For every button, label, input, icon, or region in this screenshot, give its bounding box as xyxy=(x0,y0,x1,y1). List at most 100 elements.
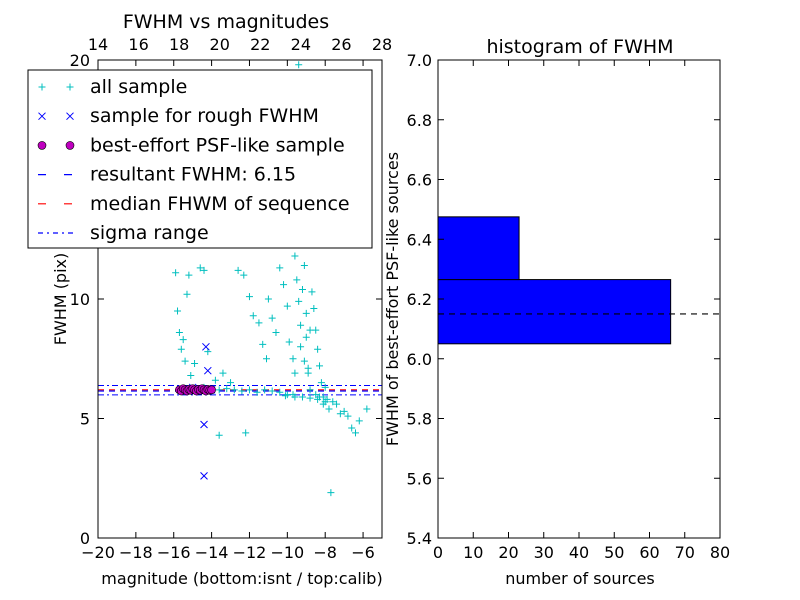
all-sample-point xyxy=(363,405,371,413)
legend-entry: sample for rough FWHM xyxy=(38,105,319,127)
legend-entry: median FHWM of sequence xyxy=(38,193,350,215)
all-sample-point xyxy=(276,264,284,272)
all-sample-point xyxy=(215,431,223,439)
all-sample-point xyxy=(302,309,310,317)
all-sample-point xyxy=(238,387,246,395)
histogram-bars xyxy=(437,216,672,345)
all-sample-point xyxy=(285,338,293,346)
histogram-bar xyxy=(437,279,672,345)
legend-dot-marker xyxy=(37,141,47,150)
all-sample-point xyxy=(196,264,204,272)
all-sample-point xyxy=(321,383,329,391)
all-sample-point xyxy=(291,393,299,401)
histogram-bar xyxy=(437,216,520,281)
all-sample-point xyxy=(321,398,329,406)
all-sample-point xyxy=(174,307,182,315)
histogram-y-ticks: 5.4 5.6 5.8 6.0 6.2 6.4 6.6 6.8 7.0 xyxy=(407,51,720,548)
x-tick-label: −8 xyxy=(313,543,337,562)
all-sample-point xyxy=(234,266,242,274)
legend-label: best-effort PSF-like sample xyxy=(90,134,345,156)
all-sample-point xyxy=(249,312,257,320)
legend-label: sample for rough FWHM xyxy=(90,105,319,127)
rough-sample-point xyxy=(203,366,212,375)
histogram-x-ticks: 0 10 20 30 40 50 60 70 80 xyxy=(433,60,730,562)
top-x-tick-label: 14 xyxy=(88,35,108,54)
top-x-tick-label: 24 xyxy=(291,35,311,54)
y-tick-label: 0 xyxy=(80,529,90,548)
all-sample-point xyxy=(344,412,352,420)
all-sample-point xyxy=(261,386,269,394)
all-sample-point xyxy=(227,379,235,387)
all-sample-point xyxy=(245,386,253,394)
scatter-top-x-ticks: 14 16 18 20 22 24 26 28 xyxy=(88,35,392,54)
all-sample-point xyxy=(187,371,195,379)
all-sample-point xyxy=(268,387,276,395)
legend-label: resultant FWHM: 6.15 xyxy=(90,164,296,186)
all-sample-point xyxy=(297,321,305,329)
rough-sample-point xyxy=(202,342,210,351)
all-sample-point xyxy=(211,376,219,384)
histogram-title: histogram of FWHM xyxy=(486,36,673,58)
x-tick-label: 10 xyxy=(463,543,483,562)
all-sample-point xyxy=(181,357,189,365)
all-sample-point xyxy=(175,328,183,336)
histogram-x-label: number of sources xyxy=(505,569,655,588)
all-sample-point xyxy=(242,429,250,437)
y-tick-label: 6.4 xyxy=(407,230,432,249)
scatter-x-label: magnitude (bottom:isnt / top:calib) xyxy=(101,569,382,588)
all-sample-point xyxy=(306,386,314,394)
y-tick-label: 5.6 xyxy=(407,469,432,488)
all-sample-point xyxy=(306,394,314,402)
legend-label: median FHWM of sequence xyxy=(90,193,350,215)
histogram-panel: 0 10 20 30 40 50 60 70 80 5.4 5.6 5.8 6.0 6.2 6.4 6.6 6… xyxy=(383,36,730,588)
x-tick-label: 50 xyxy=(604,543,624,562)
all-sample-point xyxy=(295,61,303,69)
all-sample-point xyxy=(314,395,322,403)
all-sample-point xyxy=(268,314,276,322)
x-tick-label: −18 xyxy=(119,543,153,562)
scatter-x-ticks: −20 −18 −16 −14 −12 −10 −8 −6 xyxy=(81,60,375,562)
scatter-legend: all sample sample for rough FWHM best-effo… xyxy=(27,69,373,249)
legend-label: sigma range xyxy=(90,222,209,244)
x-tick-label: 60 xyxy=(639,543,659,562)
legend-x-marker xyxy=(38,112,46,121)
x-tick-label: 20 xyxy=(498,543,518,562)
top-x-tick-label: 16 xyxy=(128,35,148,54)
x-tick-label: 80 xyxy=(710,543,730,562)
x-tick-label: −12 xyxy=(233,543,267,562)
legend-box xyxy=(27,69,373,249)
y-tick-label: 7.0 xyxy=(407,51,432,70)
y-tick-label: 6.2 xyxy=(407,290,432,309)
x-tick-label: −6 xyxy=(351,543,375,562)
all-sample-point xyxy=(283,391,291,399)
x-tick-label: 70 xyxy=(675,543,695,562)
all-sample-point xyxy=(219,369,227,377)
all-sample-point xyxy=(308,288,316,296)
all-sample-point xyxy=(253,388,261,396)
top-x-tick-label: 22 xyxy=(250,35,270,54)
all-sample-point xyxy=(276,388,284,396)
all-sample-point xyxy=(310,305,318,313)
legend-plus-marker xyxy=(66,83,74,91)
y-tick-label: 10 xyxy=(70,290,90,309)
all-sample-point xyxy=(240,271,248,279)
top-x-tick-label: 20 xyxy=(210,35,230,54)
scatter-panel: −20 −18 −16 −14 −12 −10 −8 −6 0 5 10 14 16 18 20 22 24… xyxy=(27,11,392,588)
scatter-y-top-label: 20 xyxy=(70,51,90,70)
all-sample-point xyxy=(223,385,231,393)
psf-sample-point xyxy=(207,385,216,395)
all-sample-point xyxy=(329,398,337,406)
y-tick-label: 5.4 xyxy=(407,529,432,548)
histogram-y-label: FWHM of best-effort PSF-like sources xyxy=(383,152,402,446)
top-x-tick-label: 28 xyxy=(372,35,392,54)
all-sample-point xyxy=(283,302,291,310)
legend-plus-marker xyxy=(38,83,46,91)
all-sample-point xyxy=(340,407,348,415)
all-sample-point xyxy=(172,269,180,277)
all-sample-point xyxy=(183,290,191,298)
y-tick-label: 5.8 xyxy=(407,410,432,429)
y-tick-label: 5 xyxy=(80,410,90,429)
all-sample-point xyxy=(298,285,306,293)
all-sample-point xyxy=(298,393,306,401)
